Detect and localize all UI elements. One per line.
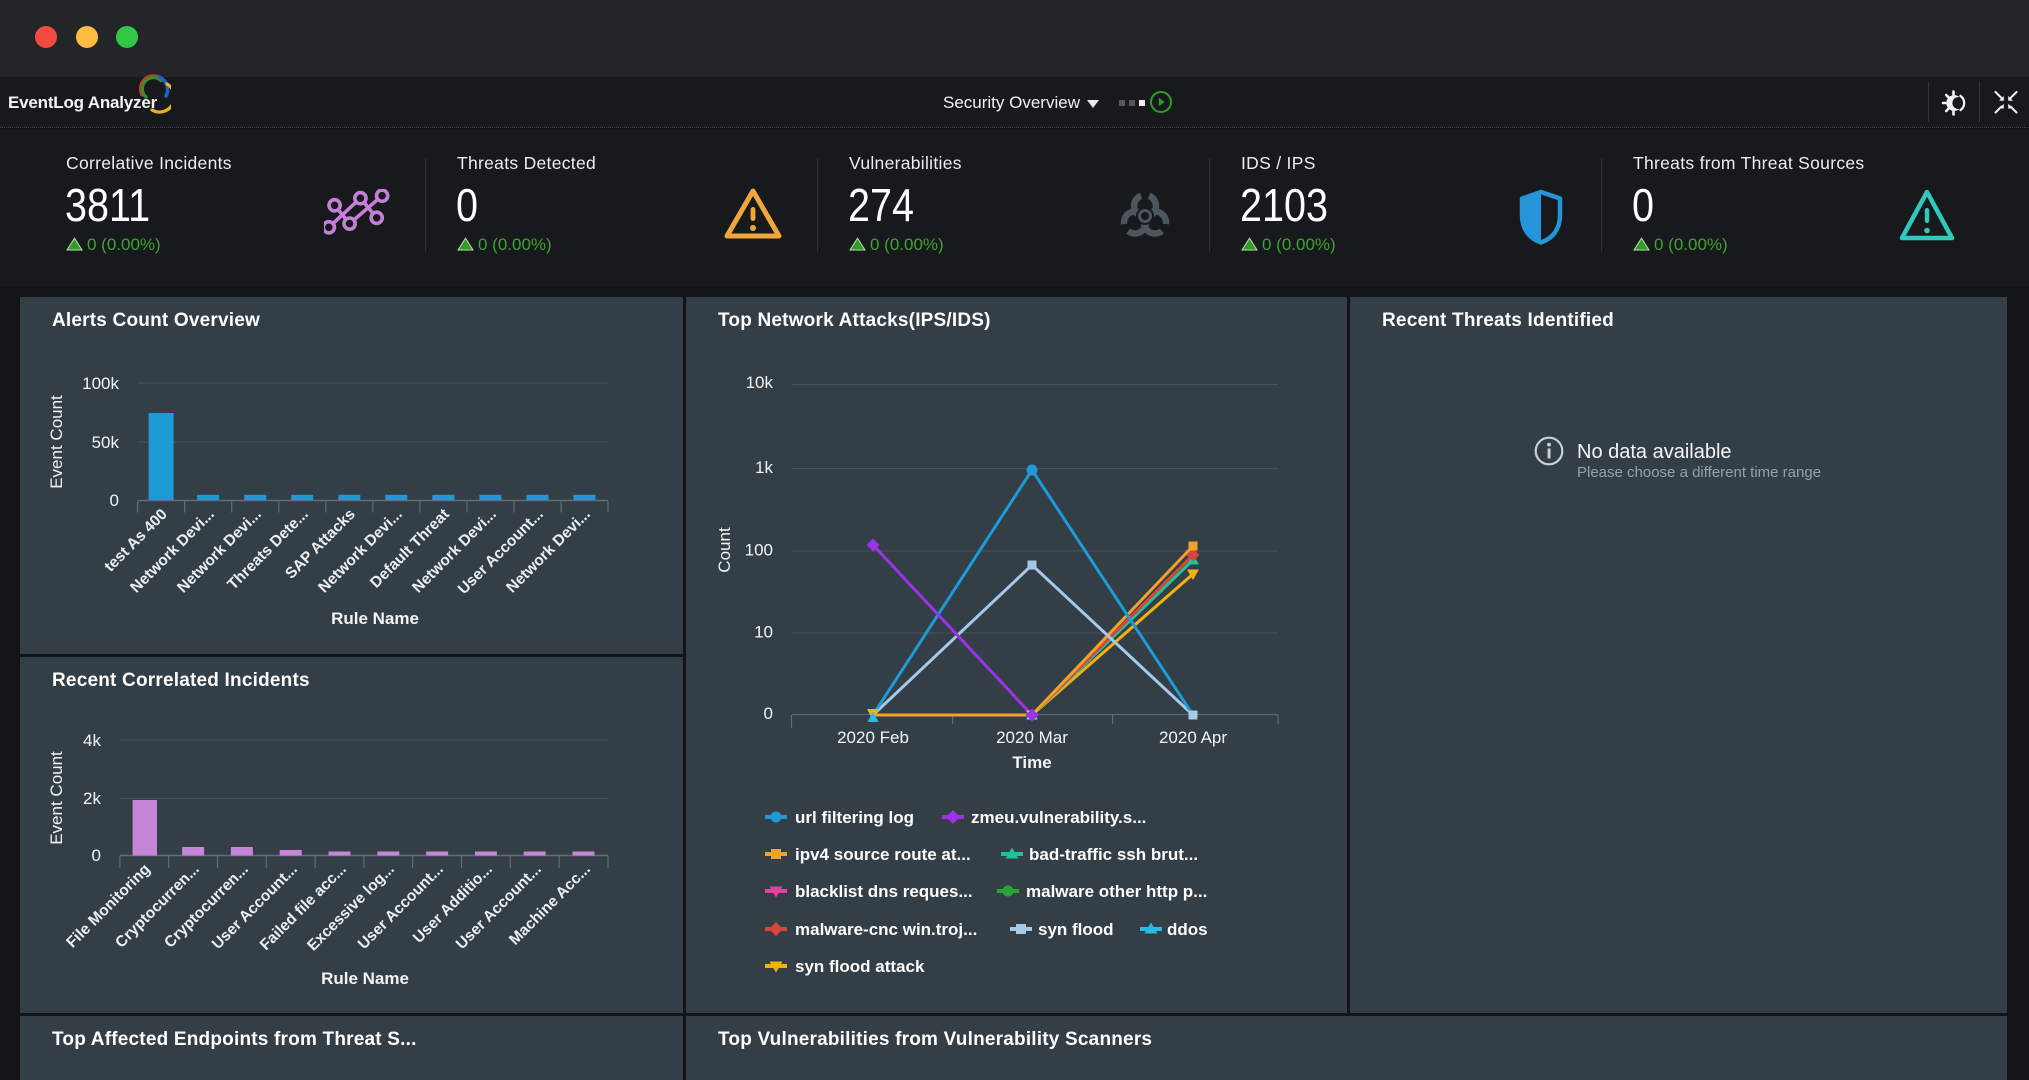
svg-text:zmeu.vulnerability.s...: zmeu.vulnerability.s... <box>971 808 1146 827</box>
svg-text:Please choose a different time: Please choose a different time range <box>1577 464 1821 481</box>
svg-text:2020 Apr: 2020 Apr <box>1159 728 1227 747</box>
svg-text:syn flood attack: syn flood attack <box>795 957 925 976</box>
svg-text:Cryptocurren...: Cryptocurren... <box>161 861 252 952</box>
svg-text:1k: 1k <box>755 458 773 477</box>
svg-text:ipv4 source route at...: ipv4 source route at... <box>795 845 971 864</box>
svg-text:100k: 100k <box>82 374 119 393</box>
svg-text:ddos: ddos <box>1167 920 1208 939</box>
svg-text:Network Devi...: Network Devi... <box>315 506 406 597</box>
svg-text:url filtering log: url filtering log <box>795 808 914 827</box>
svg-text:Rule Name: Rule Name <box>331 609 419 628</box>
svg-text:2k: 2k <box>83 789 101 808</box>
svg-text:malware other http p...: malware other http p... <box>1026 882 1207 901</box>
svg-text:User Account...: User Account... <box>453 861 545 953</box>
svg-text:Rule Name: Rule Name <box>321 969 409 988</box>
svg-text:User Account...: User Account... <box>455 506 547 598</box>
svg-text:Network Devi...: Network Devi... <box>503 506 594 597</box>
svg-text:User Account...: User Account... <box>209 861 301 953</box>
svg-text:Time: Time <box>1012 753 1051 772</box>
svg-text:Network Devi...: Network Devi... <box>409 506 500 597</box>
svg-text:Failed file acc...: Failed file acc... <box>257 861 350 954</box>
svg-text:0: 0 <box>92 846 101 865</box>
svg-text:Cryptocurren...: Cryptocurren... <box>112 861 203 952</box>
svg-text:10k: 10k <box>746 373 774 392</box>
svg-text:Threats Dete...: Threats Dete... <box>224 506 312 594</box>
svg-text:syn flood: syn flood <box>1038 920 1114 939</box>
svg-text:10: 10 <box>754 623 773 642</box>
svg-text:2020 Mar: 2020 Mar <box>996 728 1068 747</box>
svg-text:100: 100 <box>745 541 773 560</box>
svg-text:Event Count: Event Count <box>47 395 66 489</box>
svg-text:No data available: No data available <box>1577 441 1732 463</box>
svg-text:Network Devi...: Network Devi... <box>127 506 218 597</box>
svg-text:blacklist dns reques...: blacklist dns reques... <box>795 882 973 901</box>
svg-text:0: 0 <box>764 704 773 723</box>
svg-text:Event Count: Event Count <box>47 751 66 845</box>
svg-text:50k: 50k <box>92 433 120 452</box>
svg-text:Count: Count <box>715 527 734 573</box>
svg-text:Excessive log...: Excessive log... <box>304 861 398 955</box>
svg-text:4k: 4k <box>83 731 101 750</box>
svg-text:2020 Feb: 2020 Feb <box>837 728 909 747</box>
svg-text:Network Devi...: Network Devi... <box>174 506 265 597</box>
svg-text:0: 0 <box>110 491 119 510</box>
svg-text:bad-traffic ssh brut...: bad-traffic ssh brut... <box>1029 845 1198 864</box>
svg-text:File Monitoring: File Monitoring <box>63 861 154 952</box>
svg-text:malware-cnc win.troj...: malware-cnc win.troj... <box>795 920 977 939</box>
svg-text:User Account...: User Account... <box>355 861 447 953</box>
